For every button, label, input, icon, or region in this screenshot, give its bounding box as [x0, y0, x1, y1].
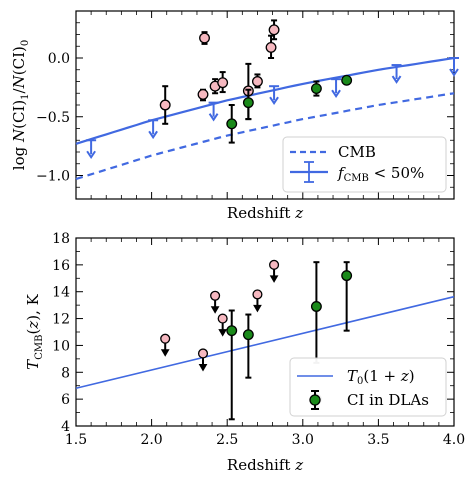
upper-limit-arrowhead — [391, 75, 402, 84]
upper-limit-arrowhead — [208, 113, 219, 122]
bottom-xlabel: Redshift z — [227, 456, 303, 474]
bottom-pink-point — [160, 333, 171, 344]
top-panel: −1.0 −0.5 0.0 Redshift z log N(CI)1/N(CI)0… — [10, 10, 459, 222]
t0-line — [75, 295, 455, 390]
y-tick-label: 8 — [61, 365, 70, 381]
pink-point — [217, 77, 229, 89]
x-tick-label: 3.5 — [367, 432, 389, 448]
legend-cmb-label: CMB — [338, 143, 376, 161]
pink-point — [268, 24, 280, 36]
upper-limit-arrowhead — [86, 150, 96, 160]
bottom-pink-point — [217, 313, 228, 324]
upper-limit-arrowhead — [449, 68, 459, 77]
top-markers — [86, 19, 459, 160]
bottom-green-point — [242, 329, 254, 341]
bottom-lines — [75, 295, 455, 390]
y-tick-label: 4 — [61, 419, 70, 435]
bottom-legend: T0(1 + z) CI in DLAs — [289, 357, 447, 417]
top-ticks: −1.0 −0.5 0.0 — [36, 11, 455, 199]
fcmb-curve — [75, 56, 455, 145]
legend-fcmb-label: fCMB < 50% — [337, 164, 424, 184]
bottom-pink-point — [197, 348, 209, 359]
y-tick-label: 14 — [52, 285, 70, 301]
pink-point — [251, 76, 263, 87]
y-tick-label: 12 — [52, 312, 70, 328]
bottom-upper-limit-arrowhead — [198, 363, 208, 372]
x-tick-label: 4.0 — [443, 432, 465, 448]
bottom-upper-limit-arrowhead — [210, 306, 220, 314]
green-point — [242, 97, 254, 109]
pink-point — [265, 41, 277, 53]
bottom-upper-limit-arrowhead — [160, 349, 170, 357]
x-tick-label: 2.0 — [140, 432, 162, 448]
y-tick-label: 16 — [52, 258, 70, 274]
y-tick-label: −0.5 — [36, 110, 70, 126]
bottom-ylabel: TCMB(z), K — [24, 293, 45, 369]
bottom-green-point — [341, 270, 353, 282]
bottom-upper-limit-arrowhead — [253, 304, 262, 313]
bottom-pink-point — [210, 290, 221, 301]
pink-point — [159, 99, 171, 111]
bottom-panel: 1.5 2.0 2.5 3.0 3.5 4.0 4 6 8 10 12 14 16 18 Redshift… — [24, 231, 465, 474]
top-lines — [75, 56, 455, 181]
green-point — [226, 118, 238, 130]
green-point — [310, 83, 322, 95]
y-tick-label: −1.0 — [36, 169, 70, 185]
bottom-green-point — [226, 325, 238, 337]
x-tick-label: 2.5 — [216, 432, 238, 448]
legend-ci-label: CI in DLAs — [347, 391, 429, 409]
bottom-pink-point — [252, 289, 263, 300]
x-tick-label: 3.0 — [292, 432, 314, 448]
y-tick-label: 6 — [61, 392, 70, 408]
green-point — [341, 74, 353, 86]
bottom-upper-limit-arrowhead — [269, 275, 279, 283]
x-tick-label: 1.5 — [65, 432, 87, 448]
bottom-ticks: 1.5 2.0 2.5 3.0 3.5 4.0 4 6 8 10 12 14 16 18 — [52, 231, 465, 448]
legend-ci-marker — [309, 394, 321, 406]
y-tick-label: 0.0 — [48, 51, 70, 67]
top-ylabel: log N(CI)1/N(CI)0 — [10, 40, 31, 170]
upper-limit-arrowhead — [331, 89, 341, 98]
y-tick-label: 18 — [52, 231, 70, 247]
pink-point — [197, 88, 209, 100]
pink-point — [199, 32, 210, 44]
legend-t0-label: T0(1 + z) — [347, 367, 415, 387]
upper-limit-arrowhead — [269, 96, 279, 106]
bottom-green-point — [310, 301, 322, 312]
cmb-curve — [75, 92, 455, 181]
top-legend: CMB fCMB < 50% — [282, 136, 447, 193]
top-xlabel: Redshift z — [227, 204, 303, 222]
bottom-pink-point — [269, 259, 280, 270]
upper-limit-arrowhead — [148, 130, 158, 140]
y-tick-label: 10 — [52, 338, 70, 354]
bottom-upper-limit-arrowhead — [218, 329, 228, 337]
